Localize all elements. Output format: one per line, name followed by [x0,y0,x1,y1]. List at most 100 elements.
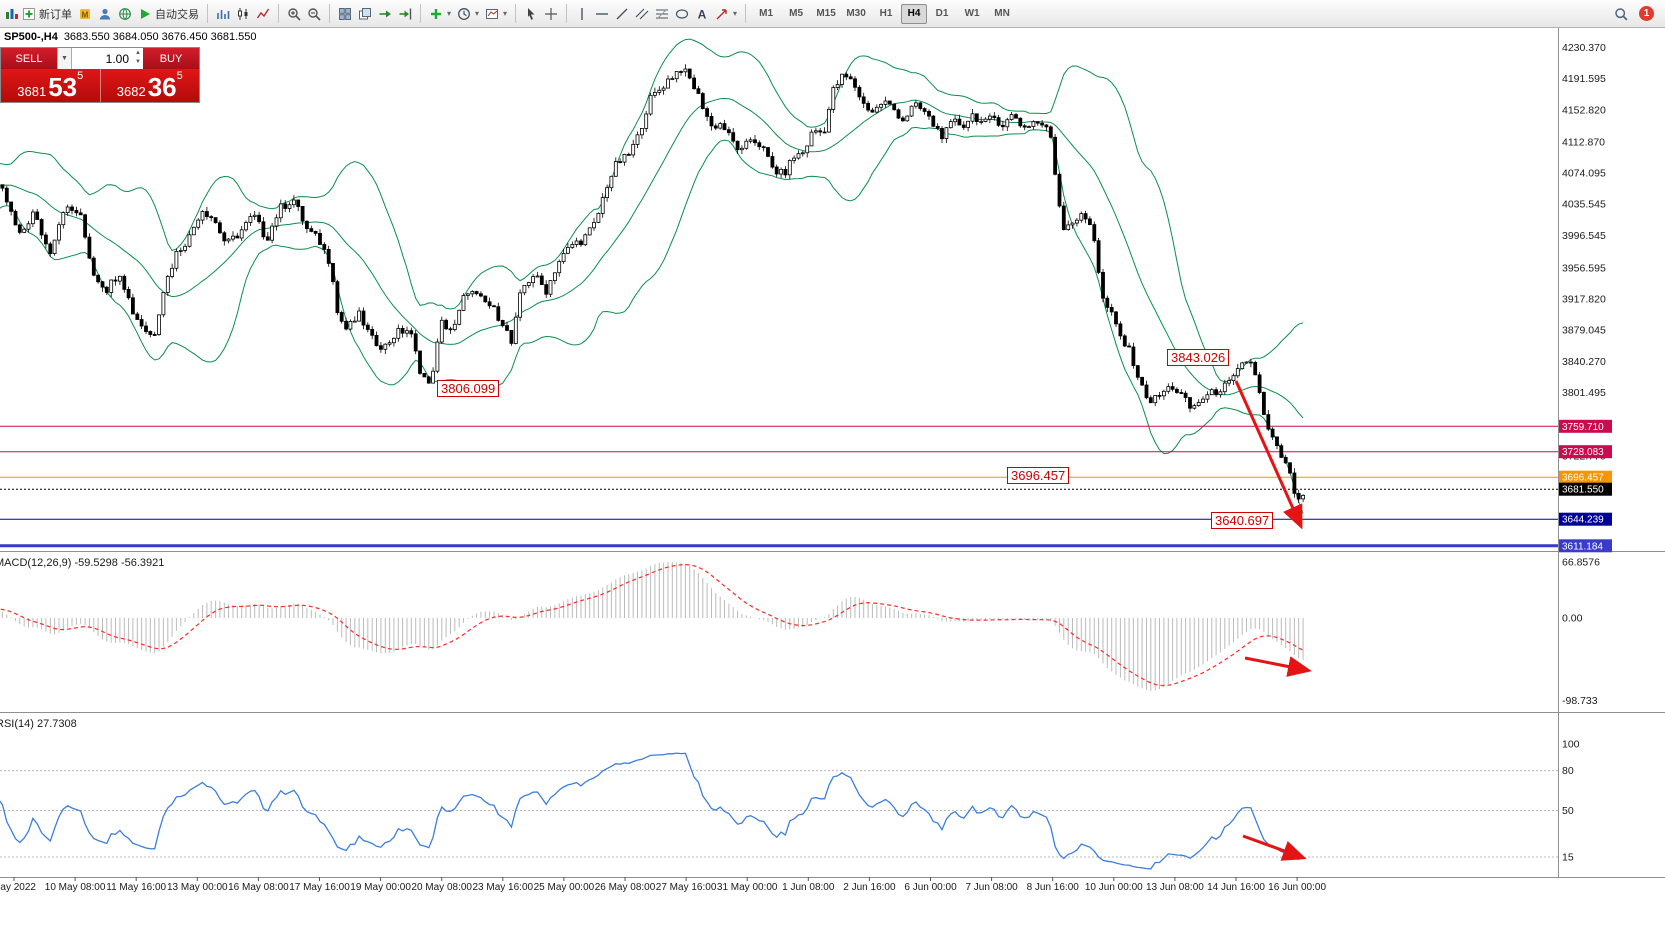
svg-text:4074.095: 4074.095 [1562,168,1606,180]
zoom-in-button[interactable] [284,3,304,25]
zoom-in-icon [287,7,301,21]
svg-text:13 May 00:00: 13 May 00:00 [167,882,228,893]
trendline-tool[interactable] [612,3,632,25]
mql-community-button[interactable]: M [75,3,95,25]
svg-text:3728.083: 3728.083 [1562,447,1604,458]
svg-text:4191.595: 4191.595 [1562,73,1606,85]
cascade-windows-button[interactable] [355,3,375,25]
zoom-out-button[interactable] [304,3,324,25]
candlestick-mode-button[interactable] [233,3,253,25]
sell-button[interactable]: SELL [1,48,57,69]
timeframe-m15[interactable]: M15 [816,8,836,19]
svg-text:3917.820: 3917.820 [1562,293,1606,305]
svg-text:3801.495: 3801.495 [1562,387,1606,399]
channel-tool[interactable] [632,3,652,25]
new-order-button[interactable]: 新订单 [19,3,75,25]
tile-windows-button[interactable] [335,3,355,25]
toolbar-separator [207,4,208,23]
price-callout[interactable]: 3843.026 [1167,349,1230,366]
toolbar-separator [329,4,330,23]
svg-text:7 Jun 08:00: 7 Jun 08:00 [965,882,1018,893]
crosshair-tool-button[interactable] [541,3,561,25]
svg-text:4230.370: 4230.370 [1562,42,1606,54]
chart-shift-icon [398,7,412,21]
svg-text:6 Jun 00:00: 6 Jun 00:00 [904,882,957,893]
buy-price[interactable]: 3682 36 5 [101,69,200,102]
search-button[interactable] [1611,3,1631,25]
horizontal-line-icon [595,7,609,21]
vertical-line-tool[interactable] [572,3,592,25]
toolbar-separator [745,4,747,23]
volume-input[interactable]: 1.00 ▲ ▼ [72,48,143,69]
volume-value: 1.00 [105,51,129,66]
new-order-icon [22,7,36,21]
svg-text:16 May 08:00: 16 May 08:00 [228,882,289,893]
timeframe-w1[interactable]: W1 [964,8,980,19]
cursor-tool-button[interactable] [521,3,541,25]
auto-scroll-button[interactable] [375,3,395,25]
fibonacci-tool[interactable] [652,3,672,25]
notification-badge[interactable]: 1 [1639,6,1654,21]
svg-text:15: 15 [1562,852,1574,864]
svg-text:3681.550: 3681.550 [1562,485,1604,496]
svg-text:8 Jun 16:00: 8 Jun 16:00 [1027,882,1080,893]
svg-text:3644.239: 3644.239 [1562,515,1604,526]
play-icon [138,7,152,21]
periods-button[interactable]: ▾ [454,3,482,25]
profile-button[interactable] [95,3,115,25]
shapes-icon [675,7,689,21]
sell-price-sup: 5 [77,70,84,82]
templates-button[interactable]: ▾ [482,3,510,25]
trendline-icon [615,7,629,21]
volume-stepper[interactable]: ▲ ▼ [135,50,141,65]
buy-price-big: 36 [147,72,177,102]
text-tool[interactable]: A [692,3,712,25]
svg-text:3840.270: 3840.270 [1562,356,1606,368]
shapes-tool[interactable] [672,3,692,25]
arrow-tool-icon [715,7,729,21]
timeframe-m30[interactable]: M30 [846,8,866,19]
ohlc-values: 3683.550 3684.050 3676.450 3681.550 [63,31,257,43]
timeframe-h4[interactable]: H4 [901,3,928,24]
cursor-icon [524,7,538,21]
price-callout[interactable]: 3806.099 [437,380,500,397]
one-click-trading-panel: SELL ▼ 1.00 ▲ ▼ BUY 3681 53 5 3682 36 5 [0,47,200,103]
svg-text:13 Jun 08:00: 13 Jun 08:00 [1146,882,1204,893]
price-callout[interactable]: 3640.697 [1211,512,1274,529]
buy-button[interactable]: BUY [143,48,199,69]
svg-text:25 May 00:00: 25 May 00:00 [534,882,595,893]
line-chart-mode-button[interactable] [253,3,273,25]
svg-text:10 Jun 00:00: 10 Jun 00:00 [1085,882,1143,893]
vertical-line-icon [575,7,589,21]
timeframe-mn[interactable]: MN [994,8,1010,19]
price-callout[interactable]: 3696.457 [1007,467,1070,484]
svg-text:100: 100 [1562,739,1580,751]
timeframe-d1[interactable]: D1 [935,8,949,19]
autotrading-button[interactable]: 自动交易 [135,3,202,25]
sell-price[interactable]: 3681 53 5 [1,69,101,102]
toolbar-separator [515,4,517,23]
person-icon [98,7,112,21]
main-toolbar: 新订单 M 自动交易 ▾ ▾ ▾ A ▾ M1 M5 M15 M30 H1 H4… [0,0,1665,28]
symbol-period-label: SP500-,H4 [4,31,58,43]
chart-shift-button[interactable] [395,3,415,25]
bar-chart-mode-button[interactable] [213,3,233,25]
timeframe-m5[interactable]: M5 [789,8,804,19]
arrows-tool[interactable]: ▾ [712,3,740,25]
svg-text:14 Jun 16:00: 14 Jun 16:00 [1207,882,1265,893]
app-logo-icon [5,7,19,21]
add-indicator-icon [429,7,443,21]
indicators-button[interactable]: ▾ [426,3,454,25]
volume-dropdown[interactable]: ▼ [57,48,72,69]
svg-text:4035.545: 4035.545 [1562,199,1606,211]
svg-text:3996.545: 3996.545 [1562,230,1606,242]
horizontal-line-tool[interactable] [592,3,612,25]
svg-text:3759.710: 3759.710 [1562,422,1604,433]
timeframe-h1[interactable]: H1 [879,8,893,19]
svg-text:3696.457: 3696.457 [1562,473,1604,484]
web-button[interactable] [115,3,135,25]
svg-text:2 Jun 16:00: 2 Jun 16:00 [843,882,896,893]
svg-text:RSI(14) 27.7308: RSI(14) 27.7308 [0,718,77,730]
timeframe-m1[interactable]: M1 [759,8,774,19]
